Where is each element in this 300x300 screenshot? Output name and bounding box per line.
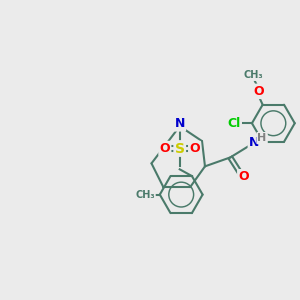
Text: Cl: Cl: [227, 117, 241, 130]
Text: O: O: [189, 142, 200, 155]
Text: CH₃: CH₃: [243, 70, 263, 80]
Text: O: O: [253, 85, 263, 98]
Text: O: O: [160, 142, 170, 155]
Text: N: N: [175, 117, 185, 130]
Text: O: O: [238, 170, 249, 183]
Text: S: S: [175, 142, 185, 155]
Text: CH₃: CH₃: [135, 190, 155, 200]
Text: H: H: [257, 133, 267, 143]
Text: N: N: [249, 136, 259, 149]
